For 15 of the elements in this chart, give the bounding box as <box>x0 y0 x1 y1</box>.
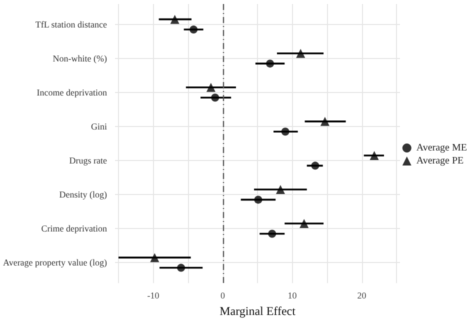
y-tick-label: Average property value (log) <box>2 258 108 268</box>
y-tick-label: Gini <box>91 122 108 132</box>
y-tick-label: Drugs rate <box>69 156 108 166</box>
y-tick-label: Income deprivation <box>36 87 108 98</box>
x-tick-label: 10 <box>288 290 298 301</box>
legend-label: Average ME <box>416 142 467 154</box>
y-tick-label: Density (log) <box>59 190 108 200</box>
y-tick-label: Non-white (%) <box>52 53 108 64</box>
y-tick-label: Crime deprivation <box>41 224 108 234</box>
x-axis-title: Marginal Effect <box>220 304 296 318</box>
y-tick-label: TfL station distance <box>35 19 108 30</box>
x-tick-label: 20 <box>357 290 367 301</box>
x-tick-label: -10 <box>147 290 160 301</box>
x-tick-label: 0 <box>220 290 226 301</box>
legend-label: Average PE <box>416 156 464 166</box>
